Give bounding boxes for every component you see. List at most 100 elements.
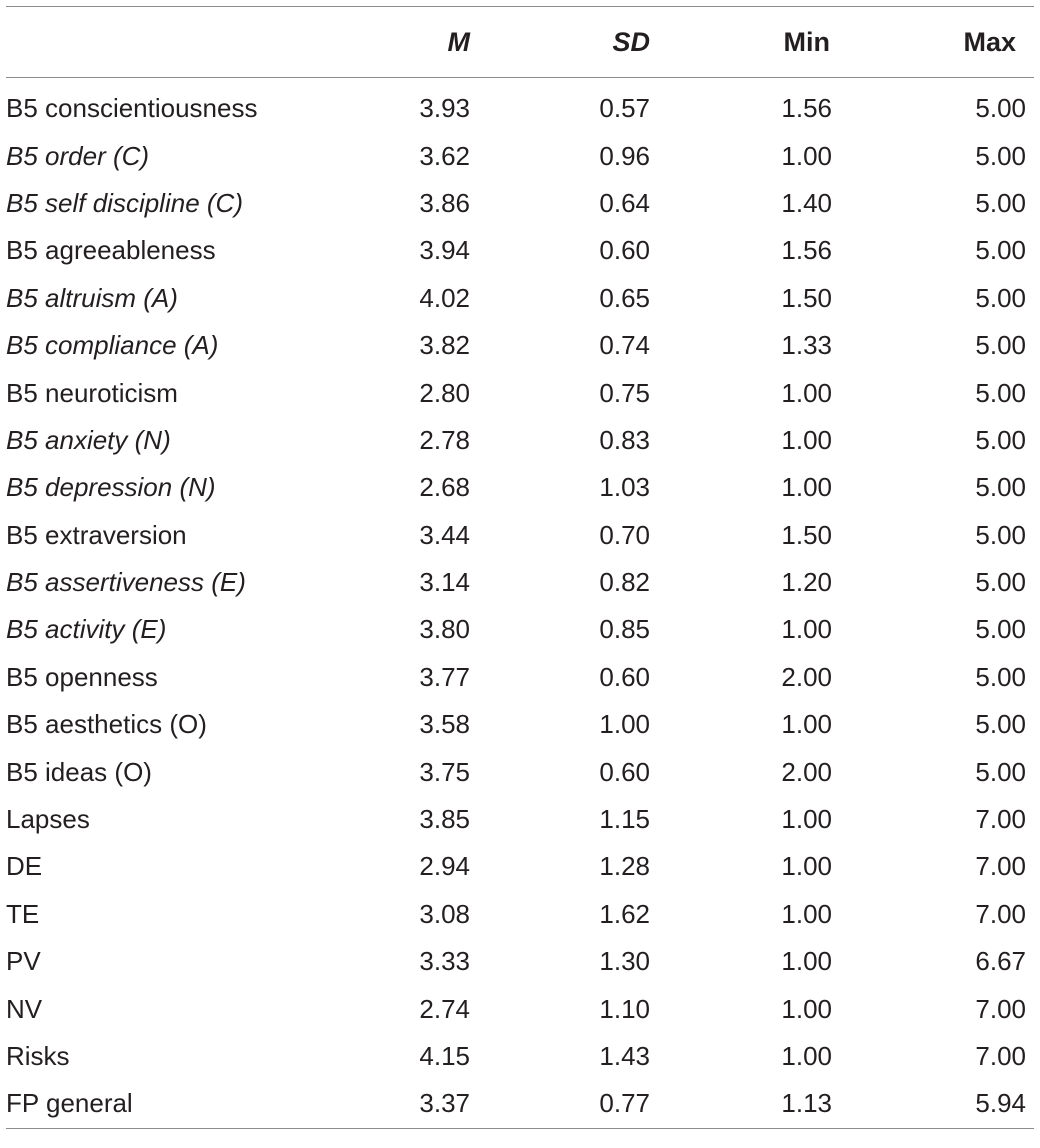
cell-sd: 0.60 [599,235,650,266]
cell-sd: 1.00 [599,709,650,740]
cell-m: 3.80 [419,614,470,645]
row-label: B5 anxiety (N) [6,424,171,455]
row-label: B5 agreeableness [6,235,216,266]
cell-min: 1.00 [781,377,832,408]
row-label: FP general [6,1088,133,1119]
cell-min: 1.50 [781,282,832,313]
cell-sd: 1.62 [599,898,650,929]
table-row: B5 altruism (A) 4.02 0.65 1.50 5.00 [6,275,1034,322]
cell-max: 5.00 [975,519,1026,550]
table-body: B5 conscientiousness 3.93 0.57 1.56 5.00 B5 o… [6,77,1034,1128]
table-row: TE 3.08 1.62 1.00 7.00 [6,891,1034,938]
cell-m: 2.68 [419,472,470,503]
cell-m: 3.77 [419,661,470,692]
row-label: B5 neuroticism [6,377,178,408]
row-label: Risks [6,1041,70,1071]
table-row: B5 openness 3.77 0.60 2.00 5.00 [6,654,1034,701]
cell-m: 3.94 [419,235,470,266]
cell-sd: 0.65 [599,282,650,313]
table-row: FP general 3.37 0.77 1.13 5.94 [6,1080,1034,1127]
cell-max: 7.00 [975,851,1026,882]
cell-max: 5.00 [975,140,1026,171]
table-row: B5 aesthetics (O) 3.58 1.00 1.00 5.00 [6,701,1034,748]
table-row: NV 2.74 1.10 1.00 7.00 [6,985,1034,1032]
row-label: B5 activity (E) [6,614,167,645]
cell-sd: 0.85 [599,614,650,645]
cell-sd: 0.60 [599,756,650,787]
cell-max: 5.00 [975,424,1026,455]
row-label: B5 compliance (A) [6,330,219,361]
cell-max: 5.00 [975,661,1026,692]
cell-sd: 0.60 [599,661,650,692]
cell-max: 5.00 [975,567,1026,598]
row-label: NV [6,993,43,1024]
header-row: M SD Min Max [6,7,1034,77]
table-row: B5 compliance (A) 3.82 0.74 1.33 5.00 [6,322,1034,369]
cell-m: 2.74 [419,993,470,1024]
cell-min: 1.00 [781,898,832,929]
cell-sd: 0.82 [599,567,650,598]
row-label: B5 extraversion [6,519,187,550]
header-m: M [447,26,471,57]
cell-min: 1.56 [781,235,832,266]
cell-min: 1.00 [781,140,832,171]
row-label: B5 order (C) [6,140,150,171]
cell-min: 1.00 [781,614,832,645]
cell-max: 5.00 [975,377,1026,408]
cell-min: 1.20 [781,567,832,598]
cell-min: 1.00 [781,472,832,503]
cell-sd: 0.74 [599,330,650,361]
bottom-rule [6,1127,1034,1129]
header-max: Max [963,26,1016,57]
cell-m: 4.15 [419,1041,470,1071]
header-label [6,7,376,77]
cell-m: 3.86 [419,187,470,218]
cell-sd: 1.10 [599,993,650,1024]
row-label: TE [6,898,40,929]
cell-max: 5.00 [975,93,1026,124]
cell-sd: 0.96 [599,140,650,171]
row-label: B5 ideas (O) [6,756,152,787]
cell-max: 5.00 [975,187,1026,218]
cell-sd: 0.64 [599,187,650,218]
cell-sd: 0.77 [599,1088,650,1119]
cell-sd: 1.28 [599,851,650,882]
table-row: B5 depression (N) 2.68 1.03 1.00 5.00 [6,464,1034,511]
cell-min: 2.00 [781,756,832,787]
cell-sd: 1.15 [599,804,650,835]
row-label: B5 depression (N) [6,472,216,503]
cell-max: 5.00 [975,614,1026,645]
cell-min: 1.40 [781,187,832,218]
table-row: B5 order (C) 3.62 0.96 1.00 5.00 [6,132,1034,179]
cell-sd: 0.70 [599,519,650,550]
row-label: B5 openness [6,661,158,692]
cell-m: 3.33 [419,946,470,977]
cell-m: 3.44 [419,519,470,550]
cell-min: 1.13 [781,1088,832,1119]
cell-m: 2.78 [419,424,470,455]
cell-m: 3.08 [419,898,470,929]
table-row: B5 extraversion 3.44 0.70 1.50 5.00 [6,512,1034,559]
table-row: PV 3.33 1.30 1.00 6.67 [6,938,1034,985]
row-label: B5 assertiveness (E) [6,567,246,598]
cell-max: 7.00 [975,1041,1026,1071]
cell-min: 1.50 [781,519,832,550]
cell-sd: 1.03 [599,472,650,503]
cell-max: 5.00 [975,709,1026,740]
table-row: B5 anxiety (N) 2.78 0.83 1.00 5.00 [6,417,1034,464]
cell-m: 3.62 [419,140,470,171]
cell-min: 1.33 [781,330,832,361]
cell-m: 3.85 [419,804,470,835]
cell-sd: 1.43 [599,1041,650,1071]
table-row: B5 neuroticism 2.80 0.75 1.00 5.00 [6,369,1034,416]
cell-max: 5.94 [975,1088,1026,1119]
cell-m: 3.82 [419,330,470,361]
cell-min: 2.00 [781,661,832,692]
cell-sd: 0.83 [599,424,650,455]
cell-min: 1.00 [781,946,832,977]
stats-table: M SD Min Max B5 conscientiousness 3.93 0.5… [6,7,1034,1128]
header-rule [6,77,1034,78]
cell-max: 5.00 [975,282,1026,313]
cell-m: 3.75 [419,756,470,787]
cell-sd: 1.30 [599,946,650,977]
